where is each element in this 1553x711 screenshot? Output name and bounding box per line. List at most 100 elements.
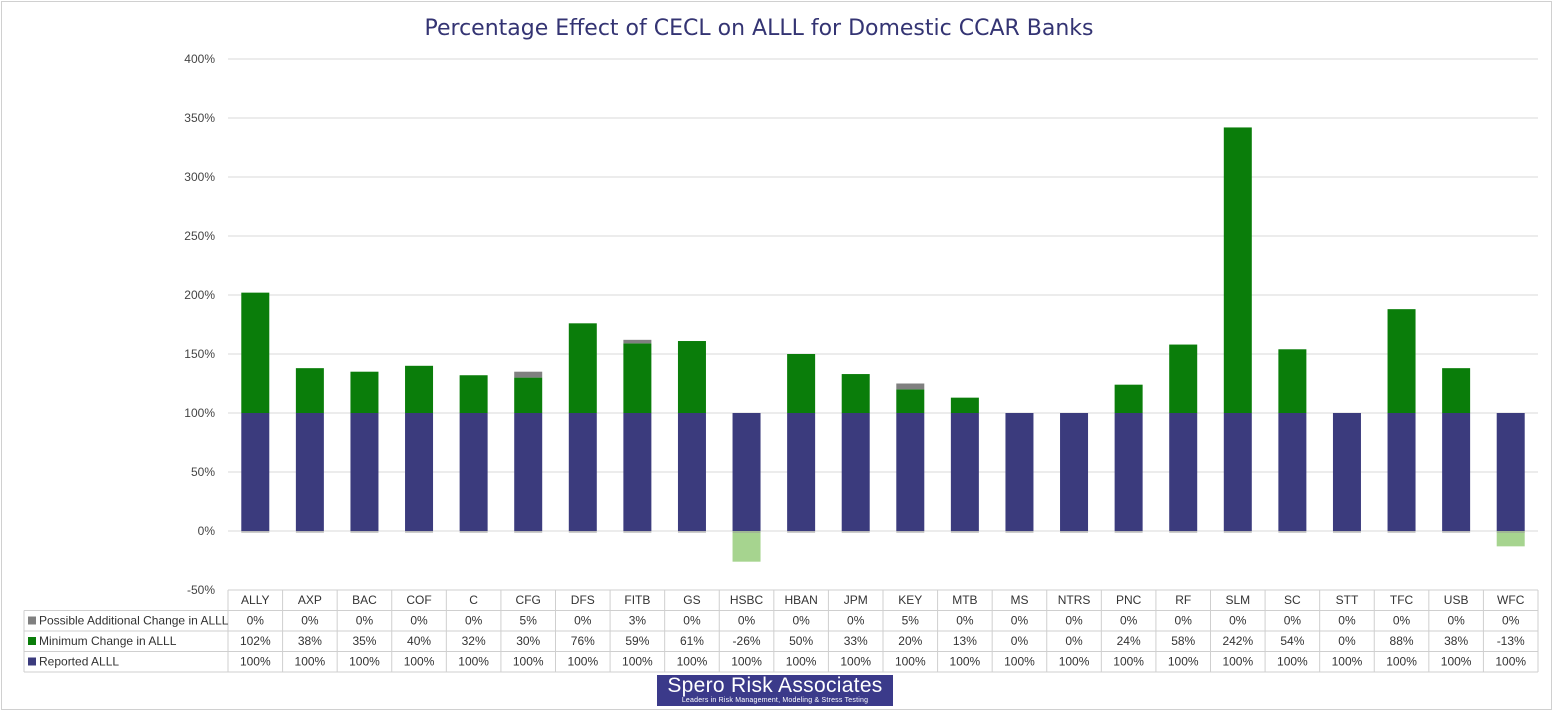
data-label: 100% [1332, 655, 1363, 669]
data-label: 0% [356, 614, 374, 628]
data-label: -13% [1497, 634, 1525, 648]
y-tick-label: 0% [198, 524, 216, 538]
bar-reported-alll [950, 413, 979, 531]
bar-minimum-change [1278, 349, 1307, 413]
data-label: 0% [574, 614, 592, 628]
y-tick-label: 150% [184, 347, 215, 361]
data-label: 24% [1117, 634, 1141, 648]
y-tick-label: 300% [184, 170, 215, 184]
bar-minimum-change [459, 375, 488, 413]
data-label: 100% [349, 655, 380, 669]
data-label: 100% [1004, 655, 1035, 669]
bar-reported-alll [1223, 413, 1252, 531]
data-label: 0% [847, 614, 865, 628]
data-label: 100% [295, 655, 326, 669]
y-tick-label: 100% [184, 406, 215, 420]
data-label: 242% [1222, 634, 1253, 648]
bar-reported-alll [896, 413, 925, 531]
bar-possible-additional [896, 383, 925, 390]
logo-name: Spero Risk Associates [667, 674, 883, 697]
data-label: 100% [404, 655, 435, 669]
legend-series-name: Minimum Change in ALLL [39, 634, 177, 648]
data-label: 0% [1229, 614, 1247, 628]
bar-minimum-change [514, 377, 543, 413]
bar-reported-alll [1169, 413, 1198, 531]
data-label: 0% [683, 614, 701, 628]
data-label: 32% [462, 634, 486, 648]
category-label: SLM [1225, 593, 1250, 607]
category-label: HBAN [784, 593, 817, 607]
data-label: 0% [1011, 614, 1029, 628]
bar-reported-alll [1060, 413, 1089, 531]
bar-minimum-change [787, 354, 816, 413]
legend-key [28, 616, 36, 625]
data-label: 38% [1444, 634, 1468, 648]
bar-minimum-change [405, 365, 434, 413]
data-label: 100% [1168, 655, 1199, 669]
data-label: 100% [1113, 655, 1144, 669]
data-label: 76% [571, 634, 595, 648]
y-tick-label: 400% [184, 52, 215, 66]
data-label: 100% [1386, 655, 1417, 669]
bar-minimum-change [1223, 127, 1252, 413]
data-label: 0% [1393, 614, 1411, 628]
data-label: 5% [902, 614, 920, 628]
data-label: 0% [1284, 614, 1302, 628]
bar-minimum-change [623, 343, 652, 413]
category-label: KEY [898, 593, 922, 607]
category-label: MTB [952, 593, 977, 607]
logo-tagline: Leaders in Risk Management, Modeling & S… [681, 697, 869, 704]
bar-reported-alll [787, 413, 816, 531]
bar-minimum-change [241, 292, 270, 413]
category-label: NTRS [1058, 593, 1091, 607]
bar-reported-alll [405, 413, 434, 531]
data-label: 100% [677, 655, 708, 669]
data-label: 54% [1280, 634, 1304, 648]
data-label: 0% [956, 614, 974, 628]
category-label: C [469, 593, 478, 607]
category-label: WFC [1497, 593, 1525, 607]
data-label: 35% [352, 634, 376, 648]
data-label: 0% [247, 614, 265, 628]
bar-reported-alll [623, 413, 652, 531]
data-label: 100% [1059, 655, 1090, 669]
category-label: USB [1444, 593, 1469, 607]
category-label: TFC [1390, 593, 1414, 607]
data-label: 0% [1338, 634, 1356, 648]
category-label: GS [683, 593, 700, 607]
bar-minimum-change [350, 371, 379, 413]
data-label: 40% [407, 634, 431, 648]
data-label: 100% [895, 655, 926, 669]
data-label: 13% [953, 634, 977, 648]
data-label: 102% [240, 634, 271, 648]
data-label: -26% [733, 634, 761, 648]
legend-series-name: Possible Additional Change in ALLL [39, 614, 229, 628]
data-label: 3% [629, 614, 647, 628]
bar-reported-alll [1387, 413, 1416, 531]
y-tick-label: 50% [191, 465, 215, 479]
bar-minimum-change [1496, 531, 1525, 547]
data-label: 30% [516, 634, 540, 648]
category-label: CFG [516, 593, 541, 607]
bar-minimum-change [1442, 368, 1471, 413]
bar-reported-alll [1114, 413, 1143, 531]
bar-reported-alll [350, 413, 379, 531]
data-label: 0% [1338, 614, 1356, 628]
data-label: 33% [844, 634, 868, 648]
bar-reported-alll [1496, 413, 1525, 531]
data-label: 0% [1120, 614, 1138, 628]
data-label: 0% [738, 614, 756, 628]
category-label: JPM [844, 593, 868, 607]
data-label: 0% [1502, 614, 1520, 628]
bar-reported-alll [1278, 413, 1307, 531]
category-label: SC [1284, 593, 1301, 607]
data-label: 100% [1441, 655, 1472, 669]
data-label: 0% [792, 614, 810, 628]
y-tick-label: 350% [184, 111, 215, 125]
bar-minimum-change [677, 341, 706, 413]
data-label: 100% [240, 655, 271, 669]
category-label: AXP [298, 593, 322, 607]
bar-reported-alll [1332, 413, 1361, 531]
y-tick-label: 250% [184, 229, 215, 243]
bar-minimum-change [1114, 384, 1143, 413]
